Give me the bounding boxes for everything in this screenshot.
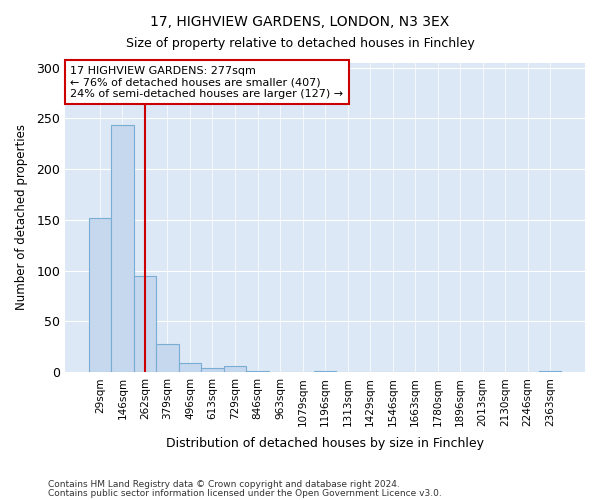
Bar [89,218,111,372]
Bar [224,366,246,372]
X-axis label: Distribution of detached houses by size in Finchley: Distribution of detached houses by size … [166,437,484,450]
Text: 17, HIGHVIEW GARDENS, LONDON, N3 3EX: 17, HIGHVIEW GARDENS, LONDON, N3 3EX [151,15,449,29]
Bar [201,368,224,372]
Bar [156,344,179,372]
Bar [134,276,156,372]
Text: Contains HM Land Registry data © Crown copyright and database right 2024.: Contains HM Land Registry data © Crown c… [48,480,400,489]
Text: 17 HIGHVIEW GARDENS: 277sqm
← 76% of detached houses are smaller (407)
24% of se: 17 HIGHVIEW GARDENS: 277sqm ← 76% of det… [70,66,343,99]
Text: Size of property relative to detached houses in Finchley: Size of property relative to detached ho… [125,38,475,51]
Bar [111,126,134,372]
Text: Contains public sector information licensed under the Open Government Licence v3: Contains public sector information licen… [48,488,442,498]
Bar [179,363,201,372]
Y-axis label: Number of detached properties: Number of detached properties [15,124,28,310]
